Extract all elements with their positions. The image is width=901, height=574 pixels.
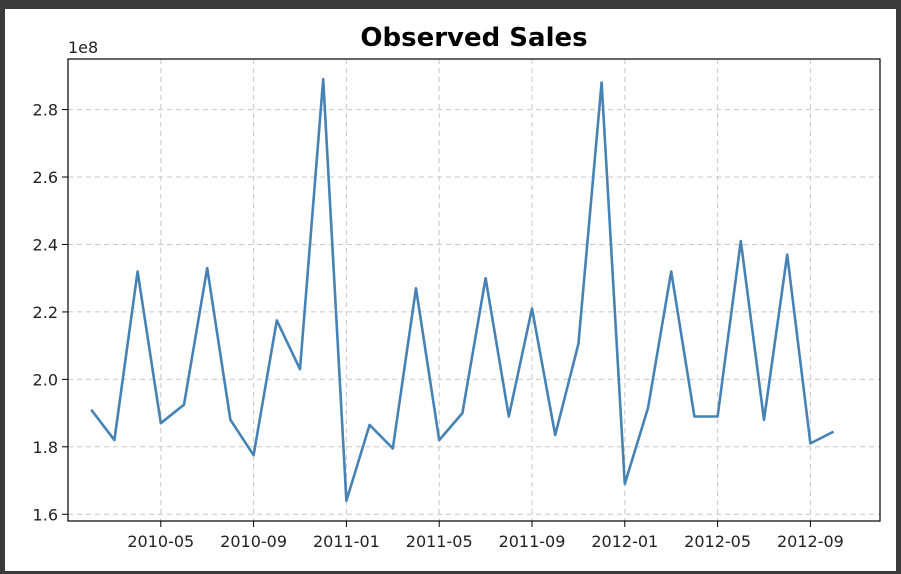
y-tick-label: 2.8 [33, 101, 58, 120]
plot-area-border [67, 58, 881, 522]
y-axis-offset-label: 1e8 [68, 38, 98, 57]
x-tick-label: 2012-05 [684, 532, 751, 551]
x-tick-label: 2011-09 [499, 532, 566, 551]
y-tick-label: 2.0 [33, 370, 58, 389]
grid-lines [68, 59, 880, 521]
x-tick-label: 2011-01 [313, 532, 380, 551]
series-line [90, 77, 835, 503]
chart-frame: Observed Sales 1e8 2010-05 2010-09 2011-01… [5, 9, 896, 571]
y-tick-label: 1.8 [33, 438, 58, 457]
y-tick-label: 2.2 [33, 303, 58, 322]
x-tick-label: 2012-01 [591, 532, 658, 551]
y-tick-label: 2.4 [33, 235, 58, 254]
x-tick-label: 2010-05 [127, 532, 194, 551]
y-tick-label: 2.6 [33, 168, 58, 187]
x-tick-label: 2011-05 [406, 532, 473, 551]
y-tick-label: 1.6 [33, 505, 58, 524]
axis-ticks: 2010-05 2010-09 2011-01 2011-05 2011-09 2012-… [33, 101, 844, 551]
chart-title: Observed Sales [360, 23, 587, 53]
line-chart: Observed Sales 1e8 2010-05 2010-09 2011-01… [33, 23, 881, 551]
x-tick-label: 2012-09 [777, 532, 844, 551]
x-tick-label: 2010-09 [220, 532, 287, 551]
series-layer [90, 77, 835, 503]
